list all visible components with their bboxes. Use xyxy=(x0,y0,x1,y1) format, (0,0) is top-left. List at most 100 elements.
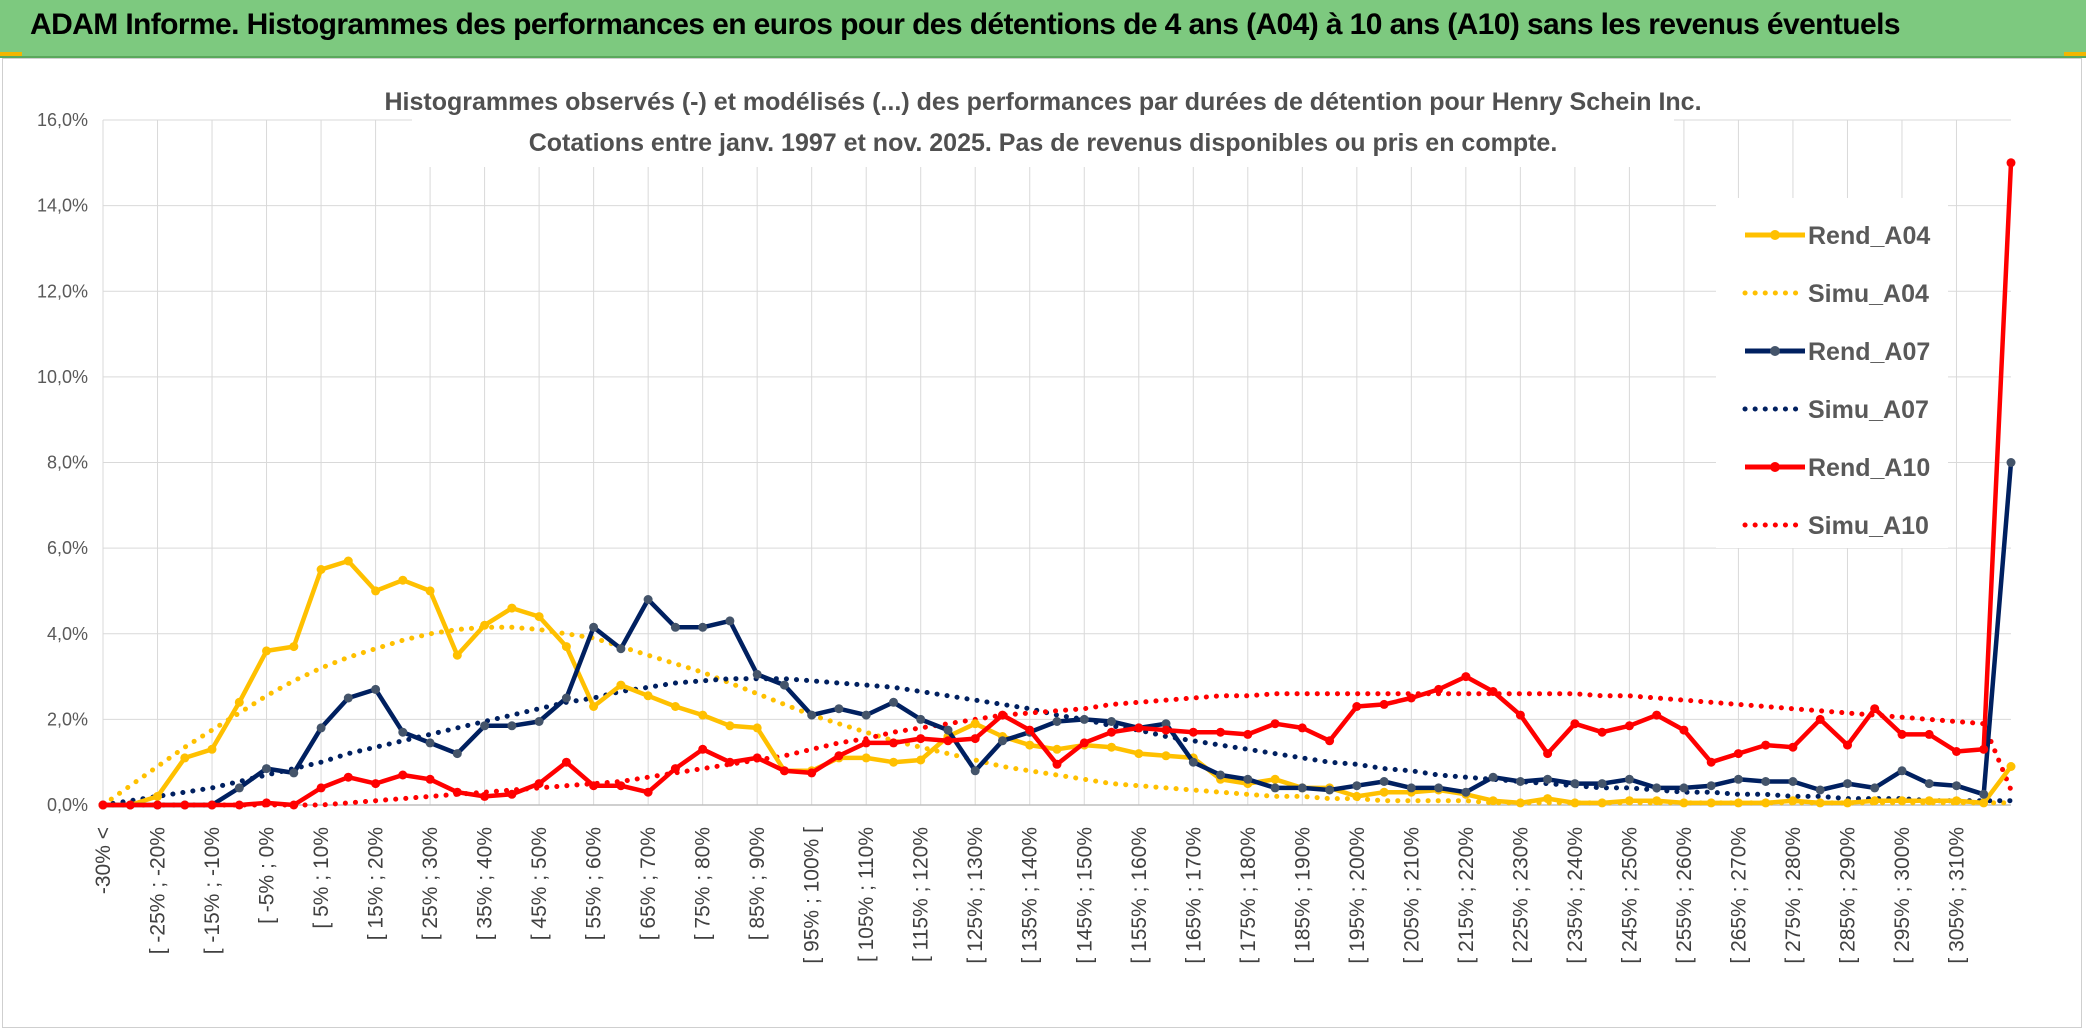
point-Rend_A10 xyxy=(1788,742,1798,752)
x-tick-label: [ 305% ; 310% xyxy=(1945,827,1968,964)
x-tick-label: [ 265% ; 270% xyxy=(1727,827,1750,964)
point-Rend_A04 xyxy=(343,556,353,566)
point-Rend_A04 xyxy=(534,612,544,622)
point-Rend_A10 xyxy=(1543,749,1553,759)
point-Rend_A10 xyxy=(1597,727,1607,737)
point-Rend_A04 xyxy=(153,791,162,801)
point-Rend_A07 xyxy=(371,684,381,694)
banner-accent-left xyxy=(0,52,22,56)
x-tick-label: [ 75% ; 80% xyxy=(692,827,715,940)
point-Rend_A07 xyxy=(1434,783,1444,793)
point-Rend_A07 xyxy=(1788,777,1798,786)
point-Rend_A04 xyxy=(207,744,217,754)
x-tick-label: [ 255% ; 260% xyxy=(1673,827,1696,964)
point-Rend_A07 xyxy=(561,693,571,703)
point-Rend_A04 xyxy=(398,575,408,585)
point-Rend_A10 xyxy=(561,757,571,767)
point-Rend_A04 xyxy=(1843,798,1852,808)
point-Rend_A07 xyxy=(2006,458,2016,467)
x-tick-label: [ 275% ; 280% xyxy=(1782,827,1805,964)
point-Rend_A10 xyxy=(1679,725,1689,735)
point-Rend_A10 xyxy=(1461,672,1471,682)
title-background xyxy=(412,79,1674,167)
point-Rend_A10 xyxy=(1897,729,1907,739)
point-Rend_A07 xyxy=(889,697,898,707)
series-Rend_A10 xyxy=(98,158,2016,810)
point-Rend_A10 xyxy=(1706,757,1716,767)
point-Rend_A07 xyxy=(643,595,653,604)
y-tick-label: 6,0% xyxy=(47,538,88,558)
point-Rend_A04 xyxy=(561,642,571,652)
point-Rend_A07 xyxy=(1979,789,1989,799)
point-Rend_A07 xyxy=(507,721,517,731)
x-tick-label: [ -25% ; -20% xyxy=(147,827,170,954)
x-tick-label: [ 295% ; 300% xyxy=(1891,827,1914,964)
title-banner: ADAM Informe. Histogrammes des performan… xyxy=(0,0,2086,58)
point-Rend_A10 xyxy=(1161,725,1171,735)
chart-subtitle: Cotations entre janv. 1997 et nov. 2025.… xyxy=(529,129,1558,157)
point-Rend_A07 xyxy=(1952,781,1961,791)
legend-label-Simu_A07: Simu_A07 xyxy=(1808,396,1929,424)
point-Rend_A10 xyxy=(1515,710,1525,720)
legend-label-Rend_A04: Rend_A04 xyxy=(1808,222,1930,250)
point-Rend_A10 xyxy=(1025,725,1035,735)
x-tick-label: [ 65% ; 70% xyxy=(637,827,660,940)
point-Rend_A07 xyxy=(1216,770,1225,780)
point-Rend_A04 xyxy=(1761,798,1771,808)
point-Rend_A04 xyxy=(861,753,871,763)
point-Rend_A07 xyxy=(725,616,735,626)
point-Rend_A07 xyxy=(1761,777,1771,786)
point-Rend_A10 xyxy=(180,800,190,810)
point-Rend_A07 xyxy=(1325,785,1335,795)
point-Rend_A07 xyxy=(1297,783,1307,793)
point-Rend_A07 xyxy=(398,727,408,737)
point-Rend_A10 xyxy=(1079,738,1089,748)
point-Rend_A07 xyxy=(316,723,326,733)
point-Rend_A10 xyxy=(643,787,653,797)
point-Rend_A04 xyxy=(889,757,898,767)
point-Rend_A10 xyxy=(1843,740,1852,750)
y-tick-label: 14,0% xyxy=(37,196,88,216)
legend-background xyxy=(1716,198,1948,548)
x-tick-label: [ 55% ; 60% xyxy=(583,827,606,940)
point-Rend_A04 xyxy=(725,721,735,731)
point-Rend_A04 xyxy=(1652,796,1662,806)
point-Rend_A04 xyxy=(1733,798,1743,808)
point-Rend_A04 xyxy=(616,680,626,690)
point-Rend_A10 xyxy=(1107,727,1116,737)
point-Rend_A04 xyxy=(425,586,435,596)
point-Rend_A04 xyxy=(1107,742,1116,752)
point-Rend_A07 xyxy=(779,680,789,690)
point-Rend_A04 xyxy=(916,755,926,765)
point-Rend_A10 xyxy=(1488,687,1498,696)
legend-label-Simu_A04: Simu_A04 xyxy=(1808,280,1929,308)
point-Rend_A04 xyxy=(970,719,980,729)
series-group xyxy=(98,158,2016,810)
point-Rend_A10 xyxy=(316,783,326,793)
x-tick-label: [ 285% ; 290% xyxy=(1836,827,1859,964)
point-Rend_A07 xyxy=(916,714,926,724)
x-tick-label: [ 195% ; 200% xyxy=(1346,827,1369,964)
point-Rend_A10 xyxy=(1325,736,1335,746)
point-Rend_A10 xyxy=(1870,704,1880,714)
point-Rend_A10 xyxy=(752,753,762,763)
point-Rend_A07 xyxy=(1379,777,1389,786)
point-Rend_A10 xyxy=(1270,719,1280,729)
point-Rend_A07 xyxy=(1161,719,1171,729)
point-Rend_A10 xyxy=(1188,727,1198,737)
series-Simu_A10 xyxy=(100,691,2014,808)
point-Rend_A04 xyxy=(262,646,271,656)
x-tick-label: [ 95% ; 100% [ xyxy=(801,827,824,964)
point-Rend_A04 xyxy=(1679,798,1689,808)
x-tick-label: [ 175% ; 180% xyxy=(1237,827,1260,964)
point-Rend_A04 xyxy=(507,603,517,613)
x-tick-label: [ 15% ; 20% xyxy=(365,827,388,940)
point-Rend_A10 xyxy=(125,800,135,810)
point-Rend_A10 xyxy=(1352,702,1362,711)
point-Rend_A04 xyxy=(1788,796,1798,806)
point-Rend_A04 xyxy=(589,702,599,711)
point-Rend_A10 xyxy=(1761,740,1771,750)
y-tick-label: 2,0% xyxy=(47,709,88,729)
point-Rend_A07 xyxy=(1597,779,1607,789)
point-Rend_A04 xyxy=(1352,791,1362,801)
